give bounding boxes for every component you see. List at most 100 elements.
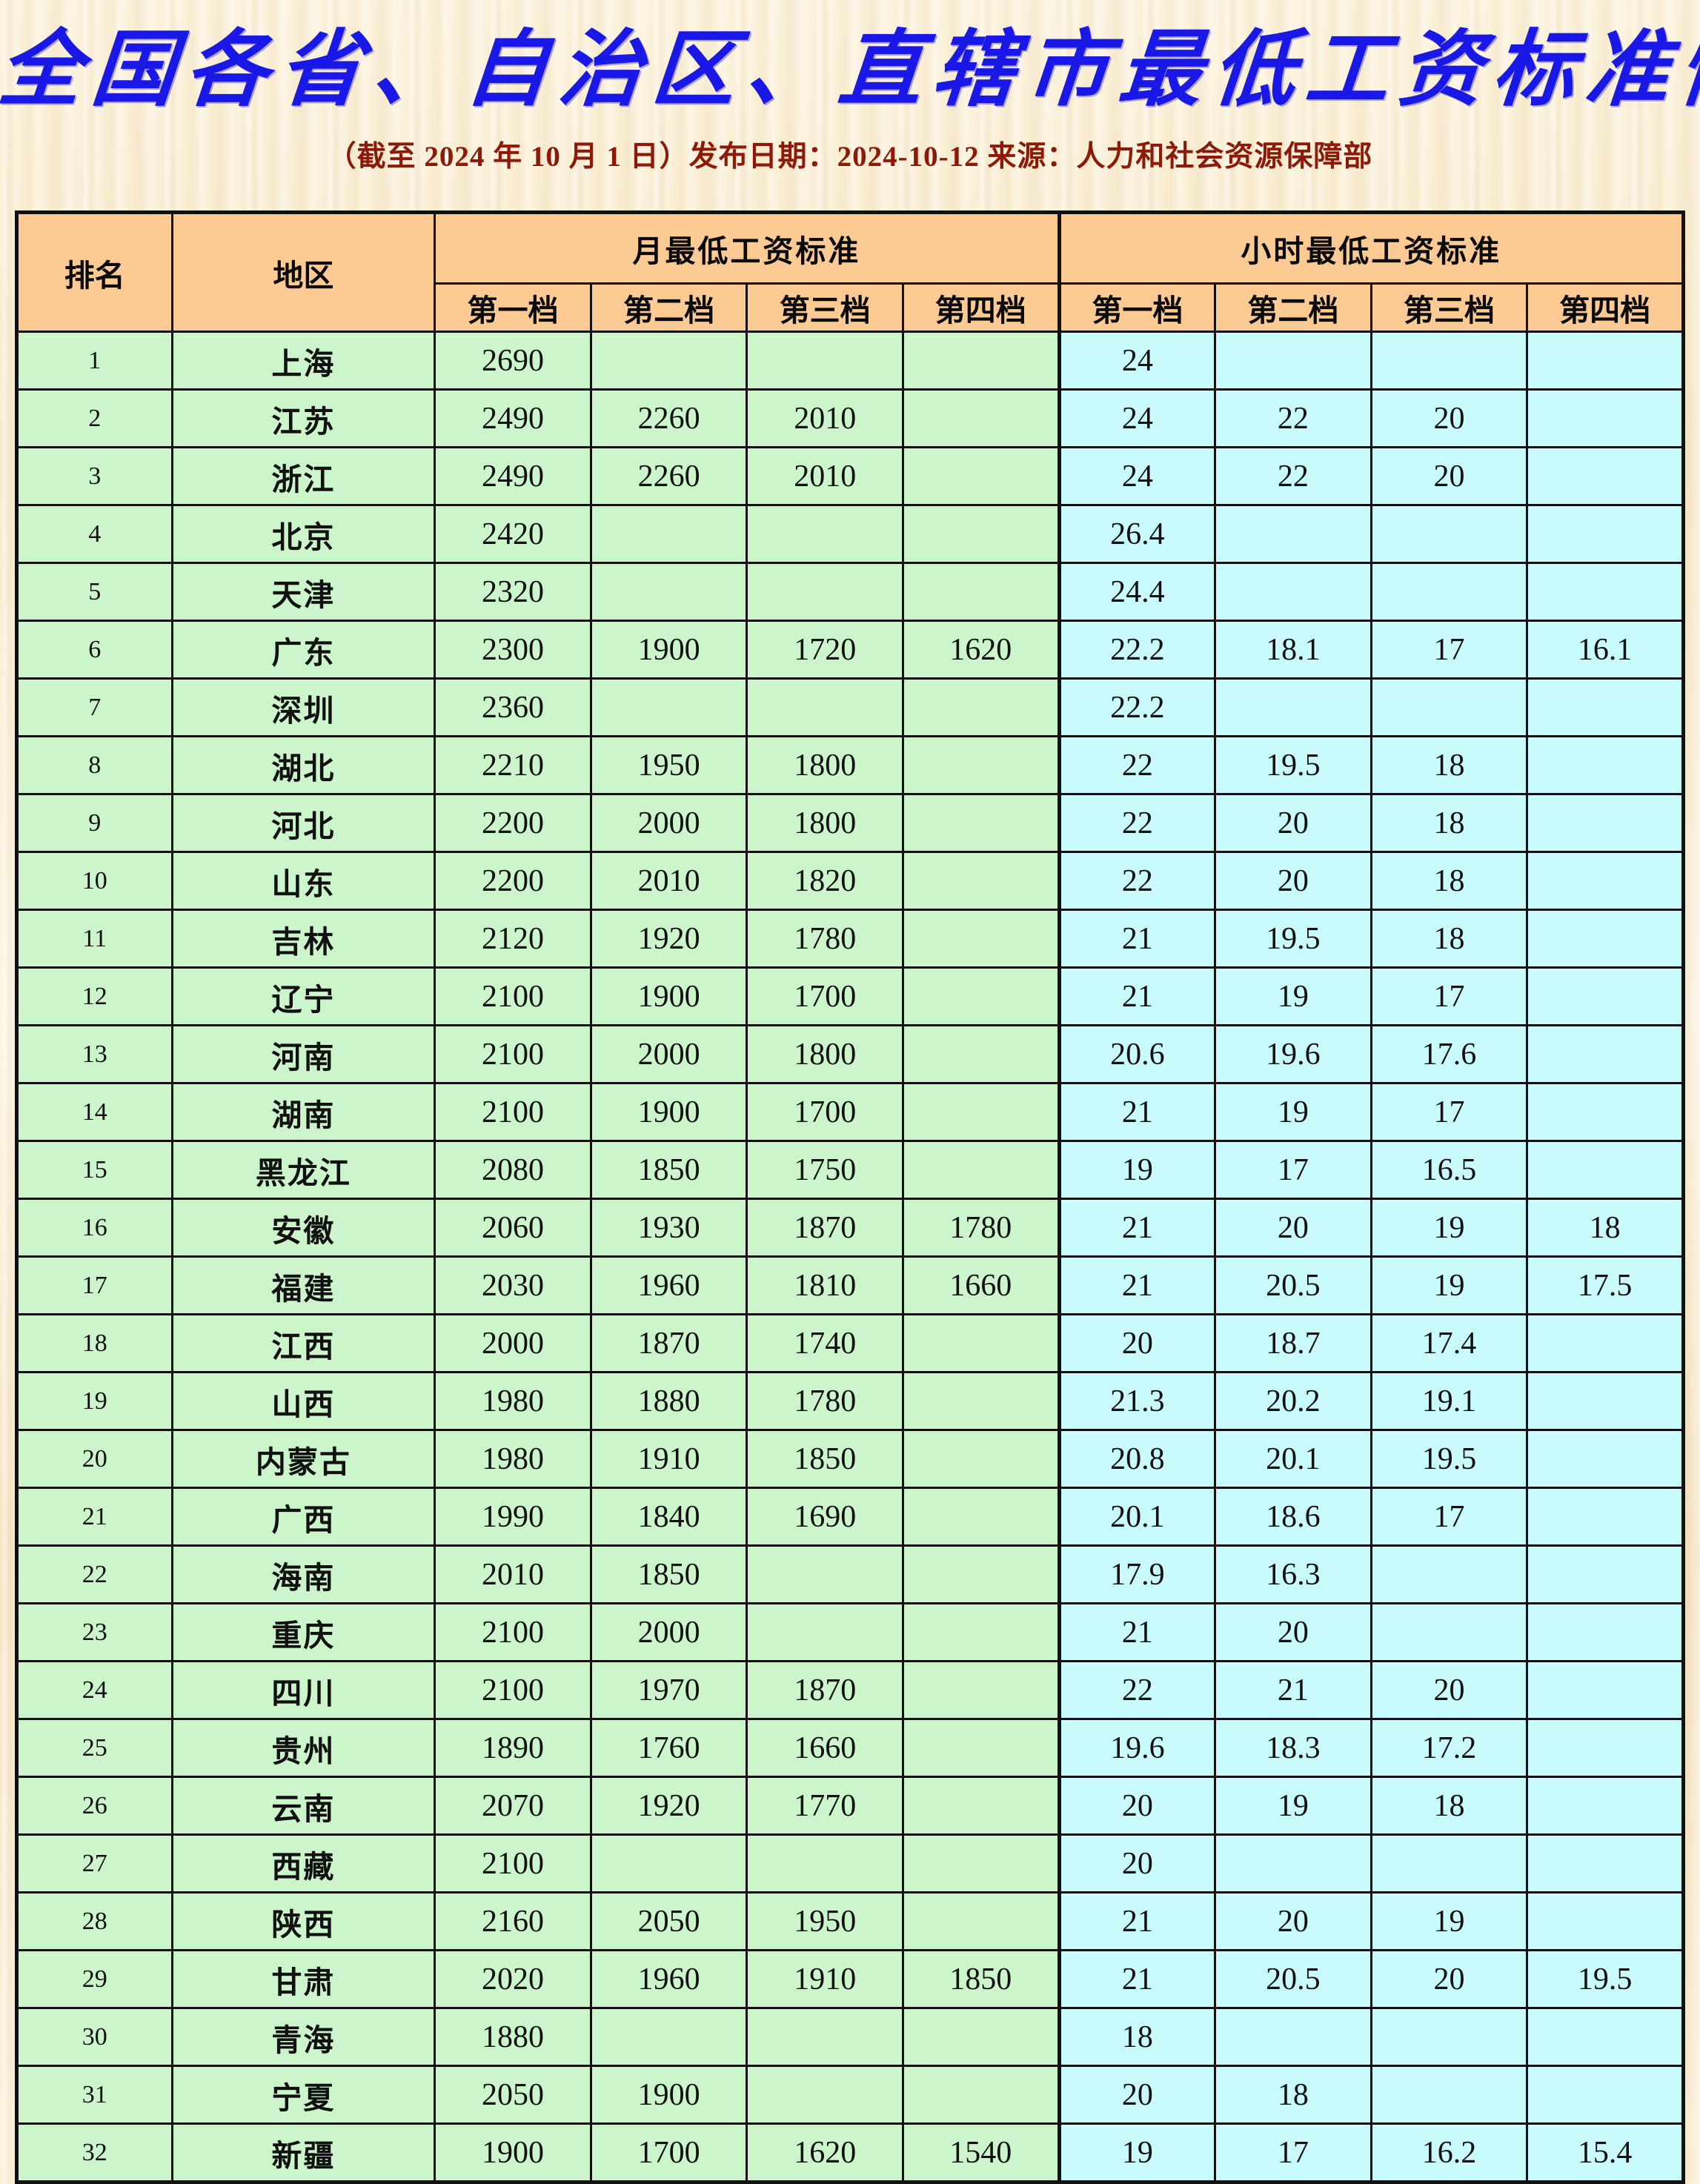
table-row: 27 西藏 2100 20 (16, 1833, 1684, 1893)
cell-monthly-tier-4 (901, 1487, 1060, 1547)
cell-rank: 12 (16, 966, 173, 1026)
cell-hourly-tier-2: 16.3 (1214, 1544, 1372, 1604)
cell-monthly-tier-1: 2360 (434, 677, 592, 737)
cell-region: 青海 (170, 2007, 436, 2067)
cell-hourly-tier-3: 17 (1369, 620, 1529, 680)
cell-monthly-tier-4 (901, 1082, 1060, 1142)
cell-hourly-tier-2: 18.6 (1214, 1487, 1372, 1547)
table-row: 2 江苏 2490 2260 2010 24 22 20 (16, 388, 1684, 448)
cell-monthly-tier-3 (746, 331, 904, 391)
cell-hourly-tier-4 (1526, 504, 1684, 564)
cell-hourly-tier-3: 18 (1369, 909, 1529, 969)
cell-monthly-tier-4 (901, 562, 1060, 622)
cell-rank: 32 (16, 2122, 173, 2183)
table-row: 3 浙江 2490 2260 2010 24 22 20 (16, 446, 1684, 506)
cell-monthly-tier-4 (901, 966, 1060, 1026)
cell-monthly-tier-4 (901, 1776, 1060, 1836)
cell-rank: 2 (16, 388, 173, 448)
cell-monthly-tier-3: 2010 (746, 446, 904, 506)
cell-monthly-tier-1: 2300 (434, 620, 592, 680)
table-row: 12 辽宁 2100 1900 1700 21 19 17 (16, 966, 1684, 1026)
cell-rank: 10 (16, 851, 173, 911)
cell-monthly-tier-4: 1850 (901, 1949, 1060, 2009)
column-header-monthly-tier-4: 第四档 (901, 282, 1060, 333)
table-row: 21 广西 1990 1840 1690 20.1 18.6 17 (16, 1487, 1684, 1547)
cell-hourly-tier-4: 16.1 (1526, 620, 1684, 680)
cell-monthly-tier-1: 2100 (434, 1082, 592, 1142)
cell-hourly-tier-3: 19 (1369, 1891, 1529, 1951)
cell-hourly-tier-3 (1369, 2065, 1529, 2125)
cell-hourly-tier-4 (1526, 966, 1684, 1026)
cell-hourly-tier-1: 17.9 (1057, 1544, 1217, 1604)
cell-monthly-tier-1: 1980 (434, 1429, 592, 1489)
cell-monthly-tier-4 (901, 1833, 1060, 1893)
cell-hourly-tier-2: 20.1 (1214, 1429, 1372, 1489)
cell-hourly-tier-2 (1214, 562, 1372, 622)
column-header-monthly-tier-3: 第三档 (746, 282, 904, 333)
cell-hourly-tier-2 (1214, 504, 1372, 564)
cell-hourly-tier-3: 20 (1369, 388, 1529, 448)
cell-monthly-tier-2: 1880 (589, 1371, 748, 1431)
cell-hourly-tier-4 (1526, 1718, 1684, 1778)
cell-monthly-tier-3 (746, 2065, 904, 2125)
cell-hourly-tier-4 (1526, 562, 1684, 622)
cell-rank: 27 (16, 1833, 173, 1893)
cell-hourly-tier-2: 20 (1214, 1891, 1372, 1951)
cell-hourly-tier-3 (1369, 504, 1529, 564)
cell-hourly-tier-2: 21 (1214, 1660, 1372, 1720)
cell-region: 河北 (170, 793, 436, 853)
cell-monthly-tier-3: 1780 (746, 1371, 904, 1431)
cell-monthly-tier-2: 2050 (589, 1891, 748, 1951)
cell-hourly-tier-2: 22 (1214, 388, 1372, 448)
cell-hourly-tier-1: 19 (1057, 1140, 1217, 1200)
cell-rank: 14 (16, 1082, 173, 1142)
table-row: 16 安徽 2060 1930 1870 1780 21 20 19 18 (16, 1198, 1684, 1258)
cell-monthly-tier-1: 2100 (434, 1602, 592, 1662)
cell-rank: 17 (16, 1255, 173, 1315)
cell-monthly-tier-2: 2260 (589, 388, 748, 448)
cell-monthly-tier-4 (901, 1660, 1060, 1720)
cell-monthly-tier-2: 1850 (589, 1140, 748, 1200)
cell-monthly-tier-4: 1540 (901, 2122, 1060, 2183)
cell-hourly-tier-2: 20 (1214, 1602, 1372, 1662)
cell-monthly-tier-2: 1900 (589, 2065, 748, 2125)
cell-hourly-tier-4: 17.5 (1526, 1255, 1684, 1315)
cell-hourly-tier-3: 18 (1369, 851, 1529, 911)
cell-monthly-tier-4 (901, 1718, 1060, 1778)
cell-monthly-tier-2: 1960 (589, 1949, 748, 2009)
column-header-monthly-tier-1: 第一档 (434, 282, 592, 333)
table-row: 8 湖北 2210 1950 1800 22 19.5 18 (16, 735, 1684, 795)
cell-monthly-tier-3: 1820 (746, 851, 904, 911)
cell-hourly-tier-1: 22.2 (1057, 620, 1217, 680)
table-row: 30 青海 1880 18 (16, 2007, 1684, 2067)
cell-monthly-tier-1: 2030 (434, 1255, 592, 1315)
cell-monthly-tier-4 (901, 1313, 1060, 1373)
cell-region: 辽宁 (170, 966, 436, 1026)
cell-hourly-tier-4 (1526, 2007, 1684, 2067)
cell-region: 甘肃 (170, 1949, 436, 2009)
cell-hourly-tier-1: 20.1 (1057, 1487, 1217, 1547)
cell-hourly-tier-4 (1526, 1891, 1684, 1951)
cell-monthly-tier-1: 2420 (434, 504, 592, 564)
cell-monthly-tier-4 (901, 793, 1060, 853)
wage-table-container: 排名 地区 月最低工资标准 小时最低工资标准 第一档 第二档 第三档 第四档 第… (15, 210, 1685, 2184)
cell-monthly-tier-2: 2000 (589, 1024, 748, 1084)
cell-region: 江苏 (170, 388, 436, 448)
cell-hourly-tier-4 (1526, 1429, 1684, 1489)
cell-hourly-tier-1: 22 (1057, 1660, 1217, 1720)
cell-hourly-tier-3: 19 (1369, 1255, 1529, 1315)
cell-monthly-tier-3 (746, 1544, 904, 1604)
cell-monthly-tier-2: 1900 (589, 966, 748, 1026)
cell-hourly-tier-3 (1369, 1833, 1529, 1893)
cell-hourly-tier-4: 18 (1526, 1198, 1684, 1258)
cell-hourly-tier-1: 22 (1057, 851, 1217, 911)
cell-monthly-tier-2 (589, 504, 748, 564)
cell-monthly-tier-4 (901, 1140, 1060, 1200)
cell-monthly-tier-3: 1950 (746, 1891, 904, 1951)
cell-hourly-tier-2: 17 (1214, 1140, 1372, 1200)
cell-monthly-tier-3: 1700 (746, 966, 904, 1026)
table-row: 1 上海 2690 24 (16, 331, 1684, 391)
cell-monthly-tier-4 (901, 677, 1060, 737)
cell-hourly-tier-2: 18.7 (1214, 1313, 1372, 1373)
column-header-hourly-tier-3: 第三档 (1369, 282, 1529, 333)
